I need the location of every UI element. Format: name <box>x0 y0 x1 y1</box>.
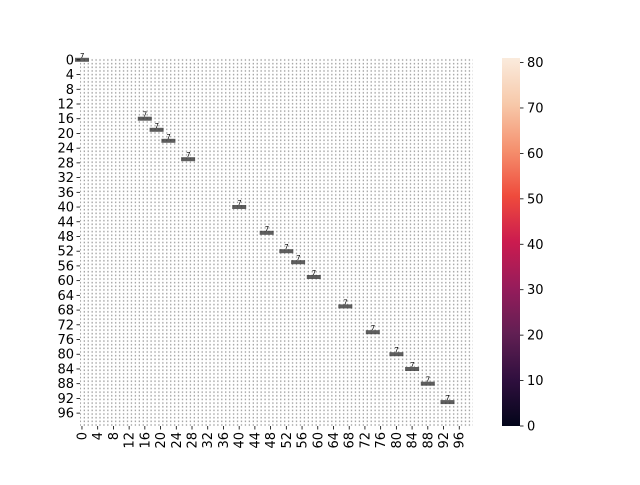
diagonal-highlight-label: 7 <box>446 394 450 402</box>
diagonal-highlight-mark <box>389 352 404 357</box>
y-tick-label: 52 <box>57 245 74 260</box>
y-tick-label: 60 <box>57 274 74 289</box>
y-tick-label: 8 <box>66 83 74 98</box>
diagonal-highlight-mark <box>365 330 380 335</box>
x-tick-label: 48 <box>264 432 279 449</box>
y-tick-label: 48 <box>57 230 74 245</box>
y-tick-label: 64 <box>57 289 74 304</box>
y-tick-label: 44 <box>57 215 74 230</box>
y-tick-label: 56 <box>57 259 74 274</box>
x-tick-label: 80 <box>390 432 405 449</box>
y-tick-label: 24 <box>57 142 74 157</box>
y-tick-label: 96 <box>57 407 74 422</box>
y-tick-label: 84 <box>57 362 74 377</box>
diagonal-highlight-label: 7 <box>343 298 347 306</box>
diagonal-highlight-label: 7 <box>80 52 84 60</box>
diagonal-highlight-mark <box>338 304 353 309</box>
diagonal-highlight-mark <box>306 275 321 279</box>
diagonal-highlight-mark <box>405 367 420 371</box>
x-tick-label: 8 <box>107 432 122 440</box>
y-tick-label: 32 <box>57 171 74 186</box>
y-tick-label: 28 <box>57 156 74 171</box>
diagonal-highlight-label: 7 <box>426 376 430 384</box>
y-tick-label: 16 <box>57 112 74 127</box>
x-tick-label: 20 <box>154 432 169 449</box>
colorbar-tick-label: 10 <box>527 374 544 389</box>
x-tick-label: 0 <box>75 432 90 440</box>
x-tick-label: 12 <box>123 432 138 449</box>
x-tick-label: 92 <box>437 432 452 449</box>
diagonal-highlight-mark <box>420 381 435 386</box>
diagonal-highlight-label: 7 <box>410 361 414 369</box>
y-tick-label: 72 <box>57 318 74 333</box>
diagonal-highlight-label: 7 <box>371 324 375 332</box>
diagonal-highlight-mark <box>75 57 89 62</box>
y-tick-label: 68 <box>57 304 74 319</box>
diagonal-highlight-label: 7 <box>312 269 316 277</box>
colorbar-tick-label: 80 <box>527 56 544 71</box>
diagonal-highlight-label: 7 <box>155 122 159 130</box>
y-tick-label: 12 <box>57 98 74 113</box>
x-tick-label: 28 <box>186 432 201 449</box>
colorbar-tick-label: 50 <box>527 192 544 207</box>
diagonal-highlight-label: 7 <box>265 225 269 233</box>
x-tick-label: 60 <box>311 432 326 449</box>
x-tick-label: 36 <box>217 432 232 449</box>
x-tick-label: 32 <box>201 432 216 449</box>
x-tick-label: 96 <box>453 432 468 449</box>
x-tick-label: 4 <box>91 432 106 440</box>
x-tick-label: 52 <box>280 432 295 449</box>
x-tick-label: 76 <box>374 432 389 449</box>
x-tick-label: 16 <box>138 432 153 449</box>
x-tick-label: 44 <box>248 432 263 449</box>
diagonal-highlight-mark <box>279 249 294 254</box>
colorbar-tick-label: 0 <box>527 420 535 435</box>
diagonal-highlight-label: 7 <box>186 151 190 159</box>
diagonal-highlight-mark <box>440 400 455 405</box>
colorbar-tick-label: 40 <box>527 238 544 253</box>
diagonal-highlight-mark <box>149 127 164 132</box>
y-tick-label: 92 <box>57 392 74 407</box>
y-tick-label: 76 <box>57 333 74 348</box>
colorbar <box>502 58 520 426</box>
diagonal-highlight-label: 7 <box>166 133 170 141</box>
diagonal-highlight-mark <box>137 116 152 121</box>
colorbar-tick-label: 30 <box>527 283 544 298</box>
diagonal-highlight-label: 7 <box>237 199 241 207</box>
colorbar-axis: 0 10 20 30 40 50 60 70 80 <box>520 56 544 435</box>
x-tick-label: 72 <box>358 432 373 449</box>
diagonal-highlight-label: 7 <box>394 346 398 354</box>
y-tick-label: 80 <box>57 348 74 363</box>
x-tick-label: 84 <box>406 432 421 449</box>
colorbar-tick-label: 20 <box>527 329 544 344</box>
diagonal-highlight-mark <box>161 138 176 143</box>
y-tick-label: 20 <box>57 127 74 142</box>
diagonal-highlight-label: 7 <box>284 243 288 251</box>
diagonal-highlight-label: 7 <box>296 254 300 262</box>
y-axis: 0481216202428323640444852566064687276808… <box>57 53 80 422</box>
diagonal-highlight-label: 7 <box>143 111 147 119</box>
x-axis: 0 4 8 12 16 20 24 28 32 36 40 44 48 52 56 60 64 68 72 76 80 8… <box>75 426 468 449</box>
x-tick-label: 88 <box>421 432 436 449</box>
x-tick-label: 56 <box>296 432 311 449</box>
diagonal-highlight-mark <box>181 157 196 162</box>
y-tick-label: 88 <box>57 377 74 392</box>
y-tick-label: 36 <box>57 186 74 201</box>
y-tick-label: 40 <box>57 201 74 216</box>
y-tick-label: 0 <box>66 53 74 68</box>
colorbar-tick-label: 60 <box>527 147 544 162</box>
diagonal-highlight-mark <box>291 260 306 265</box>
x-tick-label: 24 <box>170 432 185 449</box>
x-tick-label: 40 <box>233 432 248 449</box>
y-tick-label: 4 <box>66 68 74 83</box>
diagonal-highlight-mark <box>259 230 274 235</box>
x-tick-label: 64 <box>327 432 342 449</box>
diagonal-highlight-mark <box>232 205 247 209</box>
colorbar-tick-label: 70 <box>527 101 544 116</box>
x-tick-label: 68 <box>343 432 358 449</box>
